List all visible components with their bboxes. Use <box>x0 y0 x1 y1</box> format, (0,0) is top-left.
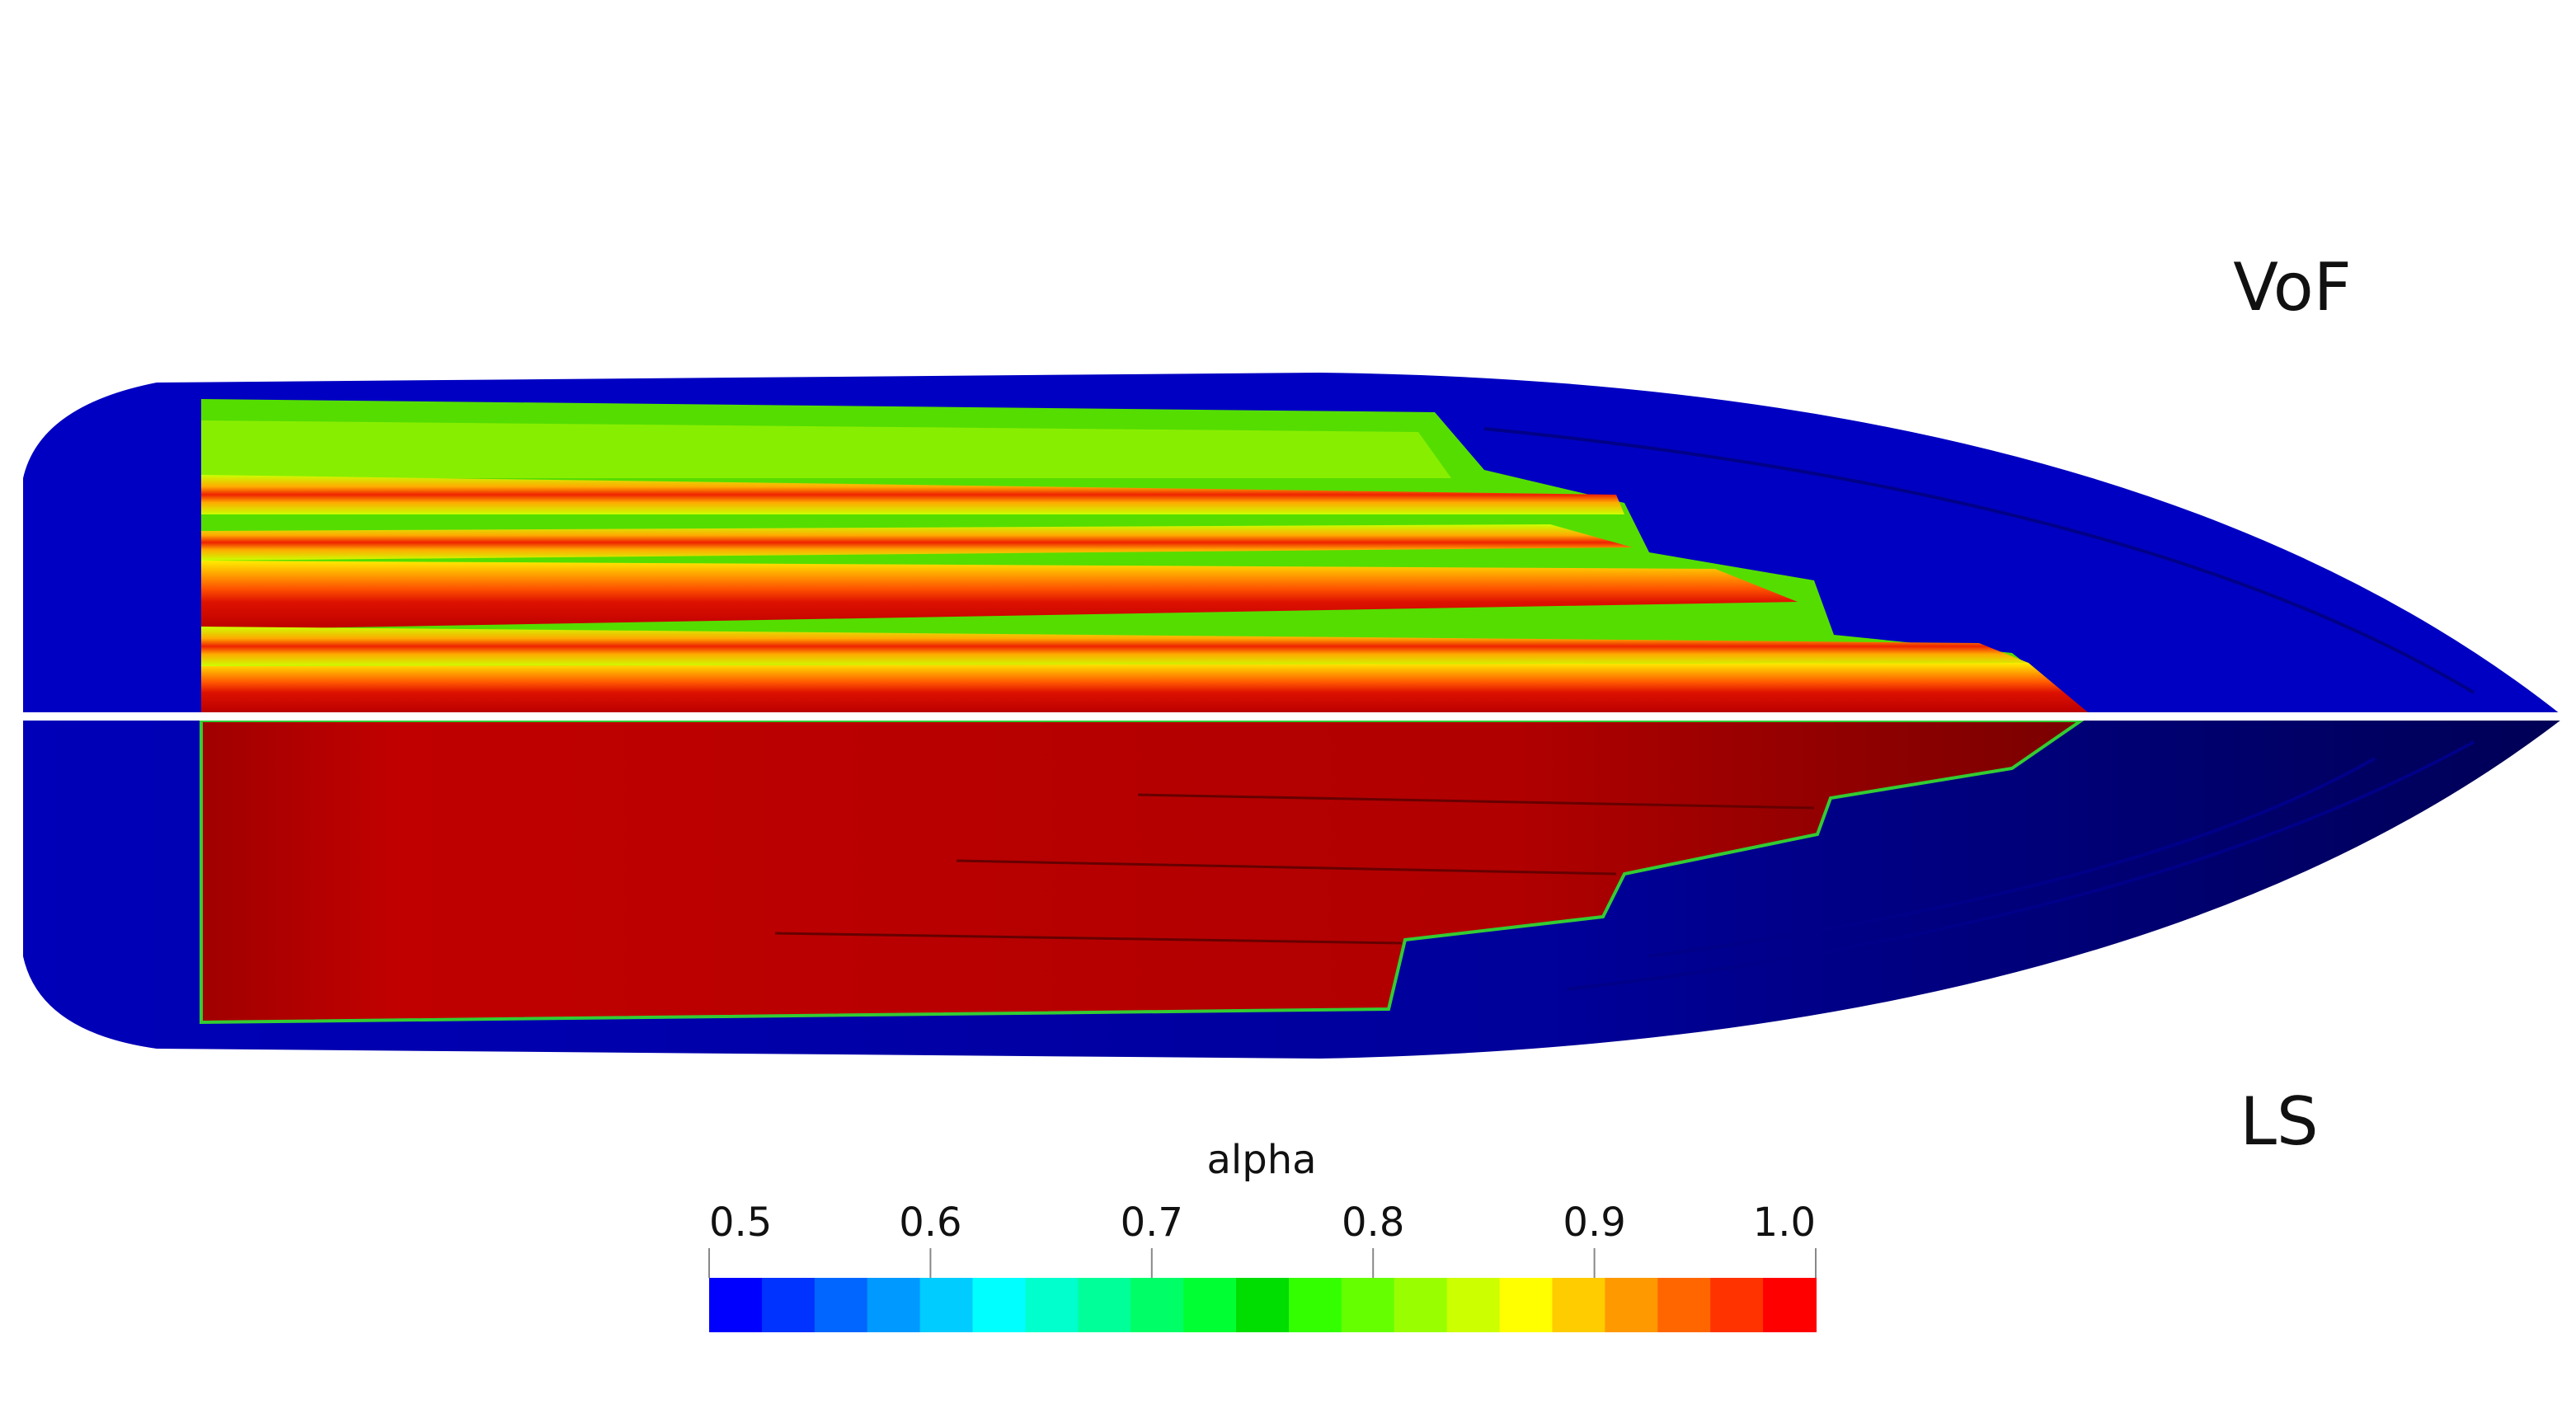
colorbar-swatch <box>919 1278 974 1332</box>
ls-field <box>200 719 2087 1025</box>
colorbar-swatch <box>1078 1278 1132 1332</box>
ls-fingers <box>774 793 1815 945</box>
colorbar-swatch <box>1605 1278 1659 1332</box>
colorbar-tick-label: 0.8 <box>1342 1200 1404 1246</box>
vof-stripe <box>201 663 2088 712</box>
colorbar-title: alpha <box>1206 1137 1316 1183</box>
colorbar-swatch <box>972 1278 1027 1332</box>
colorbar-swatch <box>761 1278 816 1332</box>
colorbar-swatch <box>1763 1278 1817 1332</box>
separator <box>20 712 2564 721</box>
colorbar-tick-label: 1.0 <box>1753 1200 1816 1246</box>
colorbar-swatch <box>1710 1278 1765 1332</box>
colorbar-swatch <box>1446 1278 1501 1332</box>
colorbar-swatch <box>867 1278 921 1332</box>
colorbar-tick-label: 0.9 <box>1563 1200 1625 1246</box>
colorbar: 0.5 0.6 0.7 0.8 0.9 1.0 <box>708 1200 1817 1332</box>
vof-stripe <box>201 627 2028 666</box>
colorbar-swatch <box>1657 1278 1712 1332</box>
colorbar-tick-label: 0.6 <box>899 1200 961 1246</box>
bottom-label: LS <box>2240 1083 2318 1160</box>
colorbar-swatch <box>814 1278 868 1332</box>
colorbar-swatch <box>709 1278 763 1332</box>
colorbar-swatch <box>1131 1278 1185 1332</box>
colorbar-swatch <box>1288 1278 1342 1332</box>
colorbar-swatch <box>1183 1278 1238 1332</box>
hull <box>20 373 2564 1059</box>
vof-stripe <box>201 524 1633 561</box>
vof-stripe <box>201 561 1798 630</box>
colorbar-swatch <box>1025 1278 1079 1332</box>
colorbar-tick-label: 0.5 <box>709 1200 772 1246</box>
colorbar-swatch <box>1394 1278 1448 1332</box>
vof-stripe <box>201 475 1624 514</box>
colorbar-tick-label: 0.7 <box>1121 1200 1183 1246</box>
colorbar-swatch <box>1552 1278 1606 1332</box>
colorbar-swatch <box>1341 1278 1395 1332</box>
hull-lines <box>1483 427 2475 991</box>
vof-band <box>201 420 1451 478</box>
colorbar-swatch <box>1236 1278 1290 1332</box>
colorbar-swatch <box>1499 1278 1554 1332</box>
top-label: VoF <box>2233 249 2351 326</box>
